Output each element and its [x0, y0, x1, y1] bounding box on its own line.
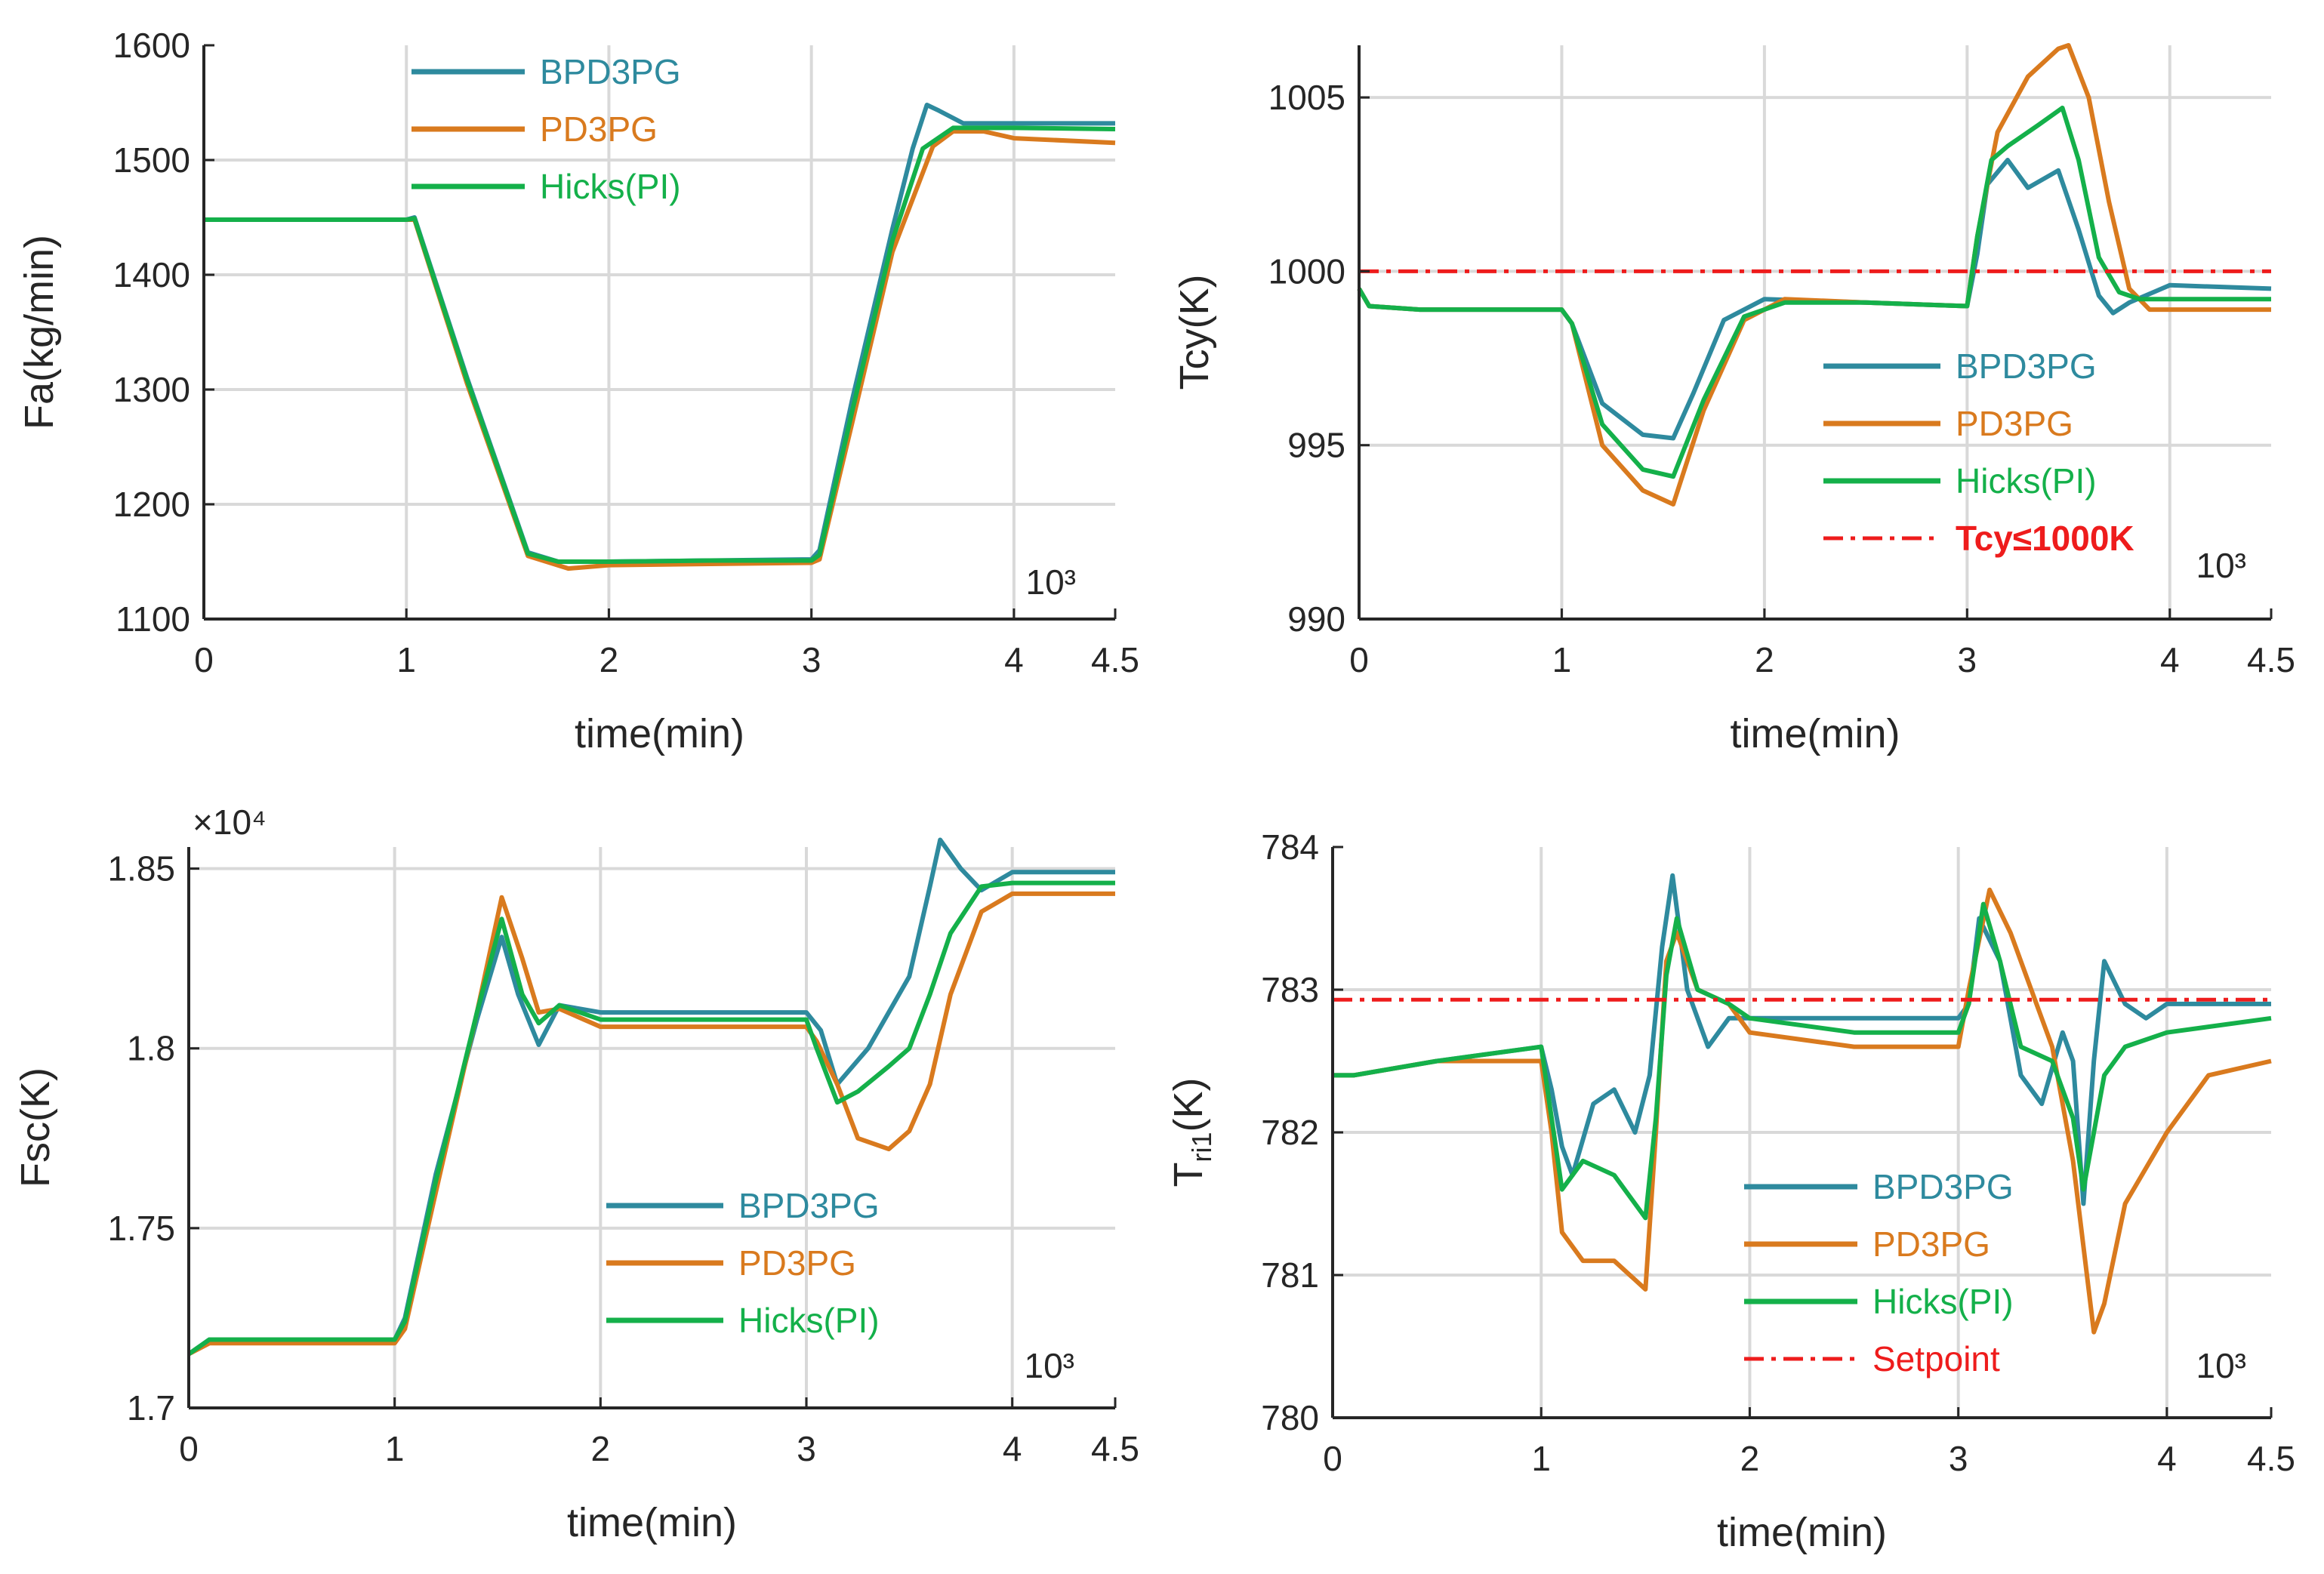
y-tick-label: 782	[1261, 1113, 1319, 1152]
x-exponent-label: 10³	[1026, 562, 1076, 602]
y-multiplier-label: ×10⁴	[193, 802, 267, 842]
series-line-1	[187, 837, 1115, 1357]
series-line-3	[1333, 901, 2272, 1221]
legend-label: BPD3PG	[738, 1186, 880, 1225]
legend-label: Hicks(PI)	[1872, 1282, 2014, 1321]
y-tick-label: 784	[1261, 827, 1319, 867]
y-tick-label: 1300	[113, 370, 190, 409]
panel-3: 0 1 2 3 4 4.5 1.7 1.75 1.8 1.85 time(min) Fsc(K) 10³…	[13, 802, 1139, 1545]
x-tick-label: 4.5	[1091, 1429, 1139, 1468]
x-tick-label: 4	[2157, 1439, 2177, 1478]
x-axis-label: time(min)	[575, 711, 744, 756]
y-tick-label: 1000	[1268, 251, 1345, 291]
x-tick-label: 0	[194, 640, 214, 679]
legend: BPD3PG PD3PG Hicks(PI)	[411, 52, 681, 206]
x-tick-label: 2	[599, 640, 619, 679]
legend-label: PD3PG	[540, 109, 658, 149]
x-tick-label: 0	[1349, 640, 1369, 679]
panel-1: 0 1 2 3 4 4.5 1100 1200 1300 1400 1500 1600 time(min…	[17, 26, 1139, 756]
y-tick-label: 1400	[113, 255, 190, 294]
panel-2: 0 1 2 3 4 4.5 990 995 1000 1005 time(min) Tcy(K) 10³…	[1172, 43, 2295, 756]
x-tick-label: 1	[396, 640, 416, 679]
y-tick-label: 1500	[113, 140, 190, 180]
y-tick-label: 1.8	[127, 1029, 175, 1068]
legend-label: Tcy≤1000K	[1956, 519, 2134, 558]
y-tick-label: 783	[1261, 970, 1319, 1009]
y-tick-label: 1005	[1268, 78, 1345, 117]
x-tick-label: 2	[1755, 640, 1774, 679]
series-line-3	[187, 880, 1115, 1357]
x-axis-label: time(min)	[567, 1500, 737, 1545]
x-axis-label: time(min)	[1717, 1510, 1887, 1555]
x-tick-label: 3	[802, 640, 821, 679]
legend-label: PD3PG	[1956, 404, 2073, 443]
series-line-3	[1357, 105, 2271, 479]
x-tick-label: 2	[1740, 1439, 1760, 1478]
x-tick-label: 4	[1004, 640, 1024, 679]
y-tick-label: 780	[1261, 1398, 1319, 1437]
legend-label: BPD3PG	[1872, 1167, 2014, 1206]
x-tick-label: 3	[1958, 640, 1977, 679]
x-tick-label: 4.5	[1091, 640, 1139, 679]
x-exponent-label: 10³	[2196, 546, 2246, 585]
y-axis-label: Tri1(K)	[1166, 1078, 1217, 1187]
x-tick-label: 0	[179, 1429, 199, 1468]
y-axis-label: Fa(kg/min)	[17, 235, 62, 430]
y-tick-label: 1.7	[127, 1388, 175, 1428]
y-tick-label: 1.75	[107, 1209, 175, 1248]
panel-4: 0 1 2 3 4 4.5 780 781 782 783 784 time(min) Tri1(K) 1…	[1166, 827, 2295, 1555]
x-exponent-label: 10³	[1025, 1346, 1074, 1385]
x-tick-label: 4	[1003, 1429, 1022, 1468]
series-line-2	[1333, 887, 2272, 1335]
series-line-2	[187, 891, 1115, 1357]
x-tick-label: 4	[2160, 640, 2180, 679]
legend-label: BPD3PG	[540, 52, 681, 91]
y-tick-label: 990	[1287, 599, 1345, 639]
y-tick-label: 1.85	[107, 849, 175, 889]
x-tick-label: 4.5	[2247, 640, 2295, 679]
legend: BPD3PG PD3PG Hicks(PI) Setpoint	[1744, 1167, 2014, 1378]
x-exponent-label: 10³	[2196, 1346, 2246, 1385]
y-axis-label: Fsc(K)	[13, 1067, 58, 1187]
legend-label: Hicks(PI)	[1956, 461, 2097, 501]
legend-label: Hicks(PI)	[540, 167, 681, 206]
y-tick-label: 995	[1287, 426, 1345, 465]
series-line-1	[1333, 873, 2271, 1206]
legend-label: PD3PG	[1872, 1224, 1990, 1264]
x-tick-label: 1	[385, 1429, 405, 1468]
x-tick-label: 4.5	[2247, 1439, 2295, 1478]
series-line-2	[1357, 43, 2271, 507]
legend-label: BPD3PG	[1956, 347, 2097, 386]
x-tick-label: 1	[1552, 640, 1572, 679]
series-line-3	[204, 125, 1116, 564]
x-tick-label: 2	[591, 1429, 611, 1468]
legend-label: PD3PG	[738, 1243, 856, 1283]
x-tick-label: 1	[1531, 1439, 1551, 1478]
x-tick-label: 3	[797, 1429, 816, 1468]
x-tick-label: 3	[1949, 1439, 1968, 1478]
y-axis-label: Tcy(K)	[1172, 275, 1217, 390]
x-axis-label: time(min)	[1731, 711, 1900, 756]
legend-label: Setpoint	[1872, 1339, 2000, 1378]
y-tick-label: 1600	[113, 26, 190, 65]
legend-label: Hicks(PI)	[738, 1301, 880, 1340]
legend: BPD3PG PD3PG Hicks(PI)	[606, 1186, 880, 1340]
y-tick-label: 1100	[116, 599, 190, 639]
y-tick-label: 1200	[113, 485, 190, 524]
x-tick-label: 0	[1323, 1439, 1342, 1478]
y-tick-label: 781	[1261, 1255, 1319, 1295]
legend: BPD3PG PD3PG Hicks(PI) Tcy≤1000K	[1823, 347, 2134, 558]
